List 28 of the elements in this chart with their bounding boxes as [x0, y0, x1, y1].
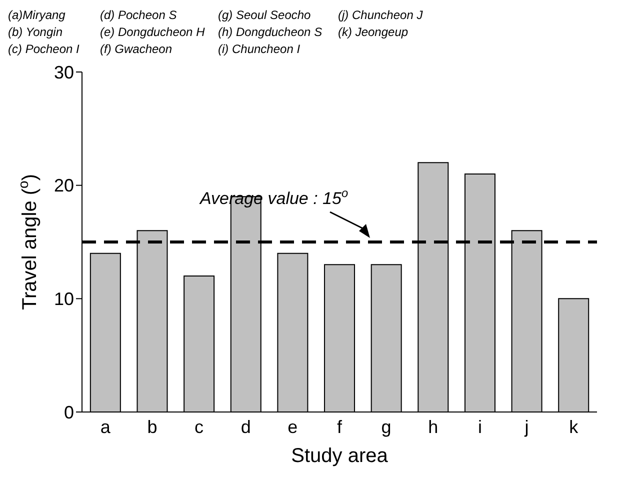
text: (g) Seoul Seocho: [218, 8, 311, 22]
text: (f) Gwacheon: [100, 42, 172, 56]
y-tick-label: 20: [54, 176, 74, 196]
x-tick-label: d: [240, 416, 251, 437]
text: (i) Chuncheon I: [218, 42, 300, 56]
text: (j) Chuncheon J: [338, 8, 423, 22]
text: (a)Miryang: [8, 8, 66, 22]
x-tick-label: b: [147, 416, 158, 437]
x-tick-label: f: [336, 416, 343, 437]
x-axis-title: Study area: [291, 445, 389, 467]
x-tick-label: k: [569, 416, 580, 437]
x-tick-label: i: [478, 416, 482, 437]
y-tick-label: 10: [54, 289, 74, 310]
x-tick-label: e: [288, 416, 298, 437]
x-tick-label: j: [524, 416, 529, 437]
text: (k) Jeongeup: [338, 25, 408, 39]
x-tick-label: a: [100, 416, 112, 437]
x-tick-label: h: [428, 416, 438, 437]
y-tick-label: 0: [64, 402, 74, 422]
ref-line-label: Average value : 15$^{o}$: [199, 186, 348, 208]
text: (b) Yongin: [8, 25, 62, 39]
x-tick-label: g: [381, 416, 392, 437]
text: (h) Dongducheon S: [218, 25, 322, 39]
x-tick-label: c: [194, 416, 204, 437]
text: (e) Dongducheon H: [100, 25, 205, 39]
y-tick-label: 30: [54, 62, 74, 82]
text: (d) Pocheon S: [100, 8, 177, 22]
text: (c) Pocheon I: [8, 42, 80, 56]
